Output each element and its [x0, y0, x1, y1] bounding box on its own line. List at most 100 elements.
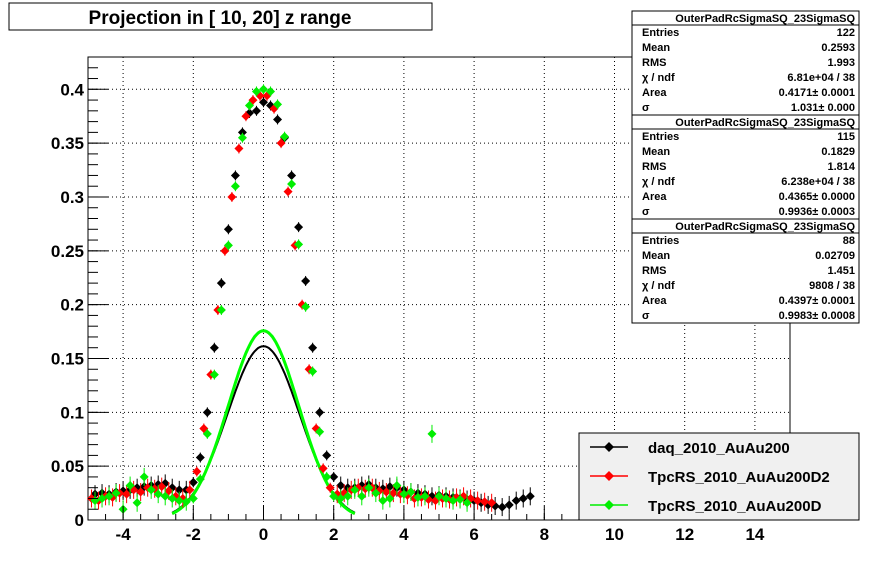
y-tick-label: 0.25: [51, 242, 84, 261]
x-tick-label: 10: [605, 525, 624, 544]
data-point-2: [294, 239, 304, 249]
data-point-0: [259, 97, 268, 107]
data-point-1: [318, 463, 328, 473]
data-point-1: [157, 482, 167, 492]
data-point-2: [104, 491, 114, 501]
stats-label: RMS: [642, 57, 666, 69]
data-point-0: [230, 170, 240, 180]
stats-value: 6.81e+04 / 38: [787, 72, 855, 84]
stats-value: 0.9936± 0.0003: [779, 206, 855, 218]
data-point-2: [209, 370, 219, 380]
data-point-2: [357, 491, 367, 501]
stats-label: RMS: [642, 265, 666, 277]
x-tick-label: 14: [745, 525, 764, 544]
stats-label: Area: [642, 295, 667, 307]
data-point-0: [504, 500, 514, 510]
data-point-0: [511, 496, 521, 506]
data-point-2: [153, 489, 163, 499]
data-point-0: [237, 127, 247, 137]
stats-value: 0.4171± 0.0001: [779, 87, 855, 99]
stats-label: Mean: [642, 250, 670, 262]
data-point-2: [188, 493, 198, 503]
data-point-0: [315, 407, 325, 417]
data-point-2: [216, 305, 226, 315]
stats-box: [631, 114, 860, 220]
stats-value: 0.02709: [815, 250, 855, 262]
chart-title: Projection in [ 10, 20] z range: [89, 8, 352, 29]
data-point-0: [202, 407, 212, 417]
stats-value: 122: [837, 27, 855, 39]
data-point-2: [350, 485, 360, 495]
stats-value: 0.9983± 0.0008: [779, 310, 855, 322]
data-point-2: [237, 133, 247, 143]
data-point-1: [255, 91, 265, 101]
data-point-2: [259, 84, 268, 94]
data-point-2: [266, 86, 276, 96]
stats-value: 1.814: [827, 161, 855, 173]
stats-label: Mean: [642, 146, 670, 158]
y-tick-label: 0.35: [51, 134, 84, 153]
data-point-2: [125, 481, 135, 491]
data-point-0: [525, 491, 535, 501]
data-point-1: [480, 497, 490, 507]
stats-value: 88: [843, 235, 855, 247]
stats-panel: OuterPadRcSigmaSQ_23SigmaSQ Entries 122 Mea…: [631, 10, 860, 324]
y-tick-label: 0: [75, 511, 84, 530]
stats-value: 0.4397± 0.0001: [779, 295, 855, 307]
stats-label: σ: [642, 310, 650, 322]
stats-value: 0.2593: [821, 42, 855, 54]
data-point-0: [209, 343, 219, 353]
axes: -4 -2 0 2 4 6 8 10 12 14 0 0.05 0.1 0.15 0.2 0.25 0.3 0.3…: [51, 67, 791, 544]
legend-label: daq_2010_AuAu200: [648, 440, 790, 457]
y-tick-label: 0.4: [60, 80, 84, 99]
data-point-0: [308, 343, 318, 353]
data-point-0: [294, 222, 304, 232]
data-point-1: [234, 144, 244, 154]
data-point-1: [283, 187, 293, 197]
stats-value: 1.031± 0.000: [791, 102, 855, 114]
stats-label: σ: [642, 206, 650, 218]
y-tick-label: 0.15: [51, 349, 84, 368]
data-point-0: [329, 472, 339, 482]
data-point-0: [322, 450, 332, 460]
title-box: [8, 2, 433, 31]
x-tick-label: 12: [675, 525, 694, 544]
data-point-0: [336, 481, 346, 491]
data-point-1: [276, 138, 286, 148]
data-point-1: [185, 485, 195, 495]
data-point-1: [192, 467, 202, 477]
data-point-2: [441, 493, 451, 503]
data-point-2: [448, 496, 458, 506]
data-point-2: [132, 498, 142, 508]
stats-label: Entries: [642, 235, 679, 247]
stats-label: σ: [642, 102, 650, 114]
stats-box-title: OuterPadRcSigmaSQ_23SigmaSQ: [675, 221, 855, 233]
data-point-2: [399, 489, 409, 499]
data-point-2: [230, 181, 240, 191]
data-point-1: [136, 487, 146, 497]
data-point-2: [329, 491, 339, 501]
legend-label: TpcRS_2010_AuAu200D: [648, 498, 822, 515]
legend-marker: [604, 471, 614, 481]
legend-label: TpcRS_2010_AuAu200D2: [648, 469, 830, 486]
data-point-1: [487, 498, 497, 508]
data-point-2: [251, 86, 261, 96]
data-point-0: [497, 502, 507, 512]
data-point-2: [385, 493, 395, 503]
stats-label: RMS: [642, 161, 666, 173]
data-point-2: [174, 496, 184, 506]
stats-box: [631, 10, 860, 116]
legend-marker: [604, 500, 614, 510]
data-point-2: [315, 427, 325, 437]
stats-label: Area: [642, 191, 667, 203]
data-point-2: [244, 100, 254, 110]
data-point-2: [280, 132, 290, 142]
x-tick-label: 0: [259, 525, 268, 544]
data-point-2: [420, 491, 430, 501]
data-point-0: [251, 106, 261, 116]
data-point-2: [336, 493, 346, 503]
stats-box-title: OuterPadRcSigmaSQ_23SigmaSQ: [675, 117, 855, 129]
data-point-1: [122, 489, 132, 499]
data-point-0: [195, 453, 205, 463]
